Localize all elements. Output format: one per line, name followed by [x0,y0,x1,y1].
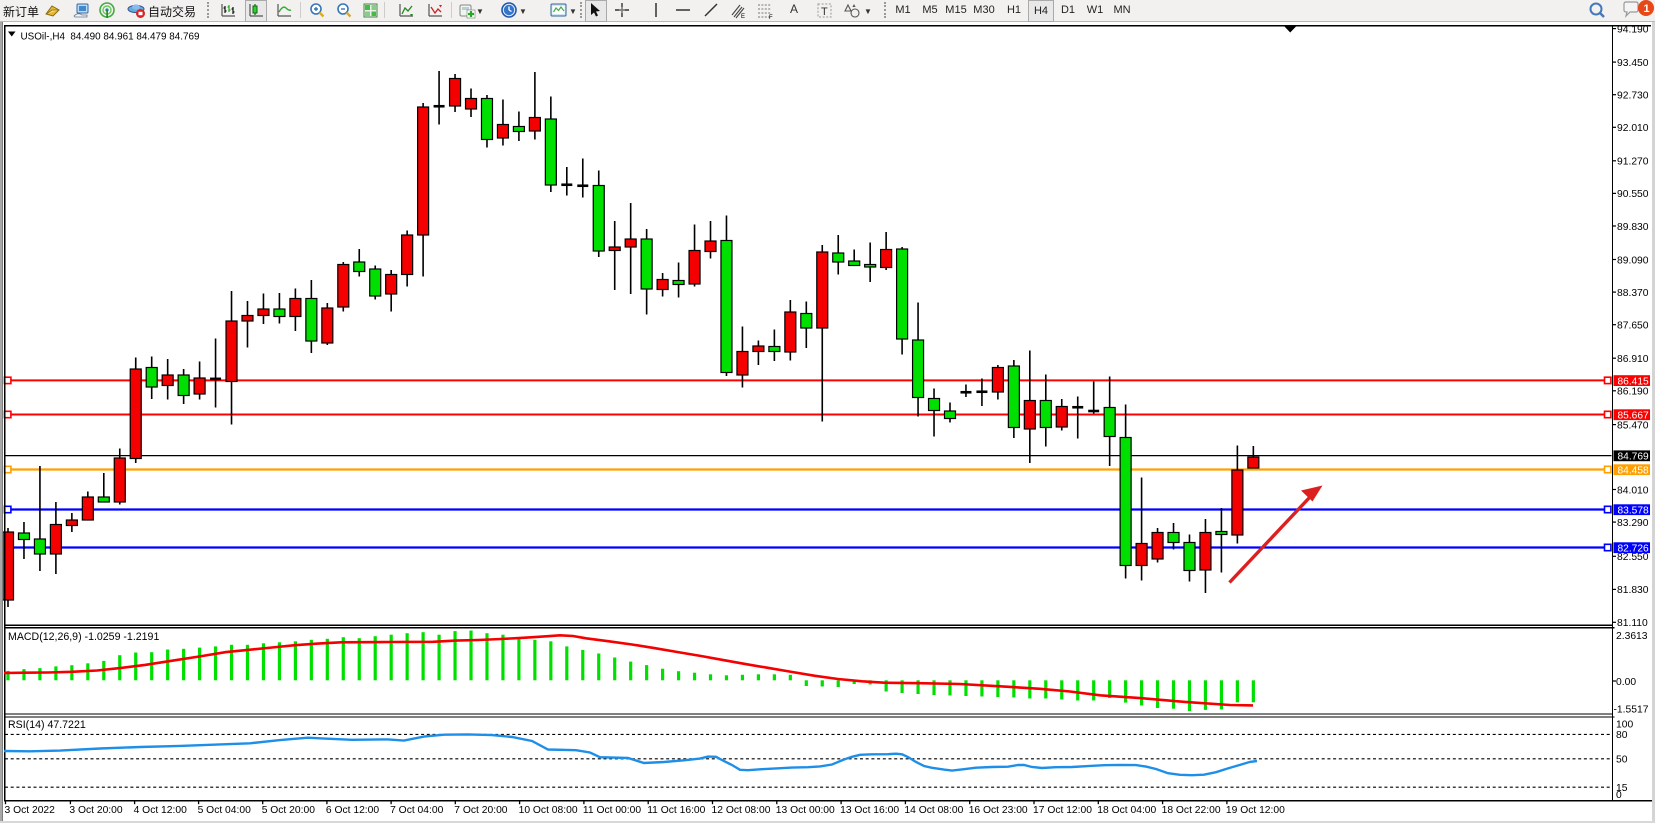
svg-text:6 Oct 12:00: 6 Oct 12:00 [326,805,380,816]
svg-text:USOil-,H4 84.490 84.961 84.47: USOil-,H4 84.490 84.961 84.479 84.769 [21,32,200,43]
svg-text:82.726: 82.726 [1618,543,1649,554]
svg-text:13 Oct 16:00: 13 Oct 16:00 [840,805,899,816]
svg-text:15: 15 [1616,783,1628,794]
svg-text:83.578: 83.578 [1618,505,1649,516]
svg-text:83.290: 83.290 [1617,518,1649,529]
svg-text:13 Oct 00:00: 13 Oct 00:00 [776,805,835,816]
svg-text:94.190: 94.190 [1617,24,1649,35]
svg-text:84.010: 84.010 [1617,485,1649,496]
svg-text:T: T [821,6,828,18]
svg-text:17 Oct 12:00: 17 Oct 12:00 [1033,805,1092,816]
svg-text:89.830: 89.830 [1617,222,1649,233]
svg-text:11 Oct 00:00: 11 Oct 00:00 [583,805,641,816]
svg-text:-1.5517: -1.5517 [1614,705,1649,716]
svg-text:89.090: 89.090 [1617,255,1649,266]
svg-text:81.830: 81.830 [1617,585,1649,596]
svg-text:82.550: 82.550 [1617,552,1649,563]
svg-text:16 Oct 23:00: 16 Oct 23:00 [969,805,1028,816]
svg-text:100: 100 [1616,720,1633,731]
svg-text:14 Oct 08:00: 14 Oct 08:00 [904,805,963,816]
svg-text:84.769: 84.769 [1618,452,1649,463]
svg-text:2.3613: 2.3613 [1616,631,1648,642]
svg-text:5 Oct 20:00: 5 Oct 20:00 [262,805,316,816]
svg-text:3 Oct 2022: 3 Oct 2022 [5,805,56,816]
svg-text:11 Oct 16:00: 11 Oct 16:00 [647,805,705,816]
svg-text:90.550: 90.550 [1617,189,1649,200]
svg-text:85.667: 85.667 [1618,410,1649,421]
svg-text:0: 0 [1616,790,1622,801]
svg-text:10 Oct 08:00: 10 Oct 08:00 [519,805,578,816]
svg-text:85.470: 85.470 [1617,420,1649,431]
svg-text:92.010: 92.010 [1617,123,1649,134]
svg-text:80: 80 [1616,730,1628,741]
svg-text:84.458: 84.458 [1618,465,1649,476]
svg-text:3 Oct 20:00: 3 Oct 20:00 [69,805,123,816]
svg-text:87.650: 87.650 [1617,321,1649,332]
svg-text:7 Oct 20:00: 7 Oct 20:00 [454,805,508,816]
svg-text:RSI(14) 47.7221: RSI(14) 47.7221 [8,719,86,731]
svg-text:F: F [769,15,773,20]
svg-text:50: 50 [1616,755,1628,766]
svg-text:12 Oct 08:00: 12 Oct 08:00 [712,805,771,816]
svg-text:86.910: 86.910 [1617,354,1649,365]
svg-text:91.270: 91.270 [1617,157,1649,168]
svg-text:88.370: 88.370 [1617,288,1649,299]
svg-text:MACD(12,26,9) -1.0259 -1.2191: MACD(12,26,9) -1.0259 -1.2191 [8,631,159,643]
svg-text:0.00: 0.00 [1616,677,1636,688]
svg-text:81.110: 81.110 [1617,618,1648,629]
svg-text:93.450: 93.450 [1617,58,1649,69]
svg-text:19 Oct 12:00: 19 Oct 12:00 [1226,805,1285,816]
svg-text:5 Oct 04:00: 5 Oct 04:00 [198,805,252,816]
svg-text:1: 1 [1644,3,1650,15]
svg-text:86.190: 86.190 [1617,387,1649,398]
svg-text:86.415: 86.415 [1618,376,1649,387]
svg-text:7 Oct 04:00: 7 Oct 04:00 [390,805,444,816]
svg-text:92.730: 92.730 [1617,91,1649,102]
svg-text:4 Oct 12:00: 4 Oct 12:00 [134,805,188,816]
svg-text:E: E [741,14,745,20]
svg-text:18 Oct 04:00: 18 Oct 04:00 [1097,805,1156,816]
svg-text:18 Oct 22:00: 18 Oct 22:00 [1162,805,1221,816]
